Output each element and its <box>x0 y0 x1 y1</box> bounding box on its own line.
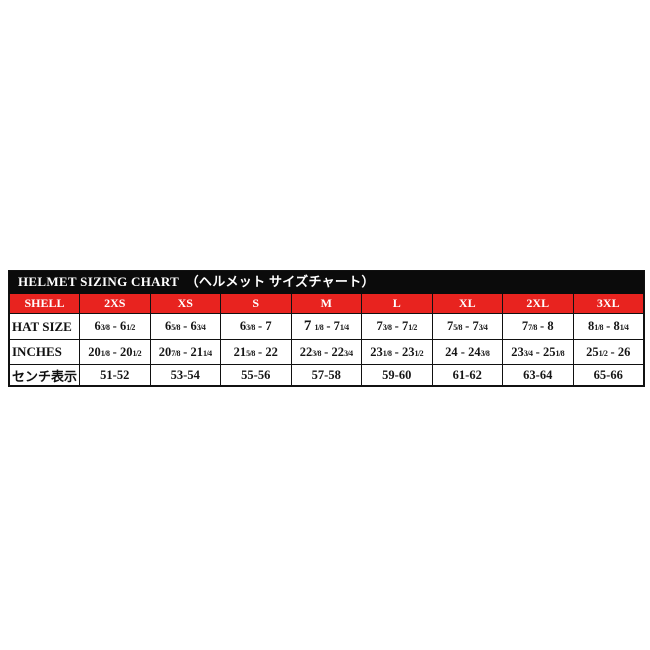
shell-header-row: SHELL 2XS XS S M L XL 2XL 3XL <box>9 292 644 314</box>
table-cell: 7 1/8 - 71/4 <box>290 313 362 340</box>
table-cell: 63/8 - 61/2 <box>79 313 151 340</box>
fraction: 3/8 <box>246 323 255 332</box>
size-header-cell-l: L <box>361 292 433 314</box>
fraction: 1/8 <box>100 348 110 358</box>
table-cell: 63-64 <box>502 364 574 386</box>
table-cell: 65/8 - 63/4 <box>149 313 221 340</box>
table-cell: 24 - 243/8 <box>431 339 503 365</box>
table-row: INCHES 201/8 - 201/2 207/8 - 211/4 215/8 - … <box>9 339 644 365</box>
table-cell: 51-52 <box>79 364 151 386</box>
size-header-cell-m: M <box>290 292 362 314</box>
table-cell: 81/8 - 81/4 <box>572 313 644 340</box>
size-header-cell-3xl: 3XL <box>572 292 644 314</box>
table-cell: 57-58 <box>290 364 362 386</box>
fraction: 1/2 <box>414 348 424 358</box>
table-cell: 223/8 - 223/4 <box>290 339 362 365</box>
table-cell: 59-60 <box>361 364 433 386</box>
fraction: 1/2 <box>126 323 135 332</box>
fraction: 3/8 <box>480 348 490 358</box>
size-header-cell-xl: XL <box>431 292 503 314</box>
fraction: 3/4 <box>478 323 488 332</box>
table-cell: 55-56 <box>220 364 292 386</box>
row-label: センチ表示 <box>9 364 80 386</box>
fraction: 1/4 <box>619 323 629 332</box>
fraction: 7/8 <box>171 348 181 358</box>
table-cell: 207/8 - 211/4 <box>149 339 221 365</box>
size-header-cell-2xl: 2XL <box>502 292 574 314</box>
table-row: センチ表示 51-52 53-54 55-56 57-58 59-60 61-62 63-64… <box>9 364 644 386</box>
table-cell: 75/8 - 73/4 <box>431 313 503 340</box>
table-cell: 215/8 - 22 <box>220 339 292 365</box>
fraction: 1/4 <box>202 348 212 358</box>
table-cell: 63/8 - 7 <box>220 313 292 340</box>
size-header-cell-2xs: 2XS <box>79 292 151 314</box>
fraction: 1/2 <box>408 323 417 332</box>
fraction: 3/8 <box>382 323 392 332</box>
table-cell: 61-62 <box>431 364 503 386</box>
table-cell: 251/2 - 26 <box>572 339 644 365</box>
size-header-cell-xs: XS <box>149 292 221 314</box>
fraction: 1/8 <box>382 348 392 358</box>
fraction: 3/8 <box>100 323 110 332</box>
fraction: 5/8 <box>171 323 181 332</box>
fraction: 5/8 <box>246 348 255 358</box>
table-cell: 233/4 - 251/8 <box>502 339 574 365</box>
row-label: INCHES <box>9 339 80 365</box>
fraction: 3/8 <box>312 348 322 358</box>
fraction: 3/4 <box>343 348 353 358</box>
table-cell: 53-54 <box>149 364 221 386</box>
chart-title: HELMET SIZING CHART （ヘルメット サイズチャート） <box>9 271 644 292</box>
fraction: 1/8 <box>594 323 604 332</box>
fraction: 5/8 <box>453 323 463 332</box>
sizing-table: SHELL 2XS XS S M L XL 2XL 3XL HAT SIZE 63/8 - 61/… <box>9 292 644 386</box>
table-cell: 201/8 - 201/2 <box>79 339 151 365</box>
fraction: 1/4 <box>339 323 349 332</box>
fraction: 1/8 <box>314 323 324 332</box>
row-label: HAT SIZE <box>9 313 80 340</box>
fraction: 7/8 <box>528 323 537 332</box>
fraction: 1/2 <box>132 348 142 358</box>
fraction: 1/2 <box>598 348 608 358</box>
large-digit: 7 <box>303 318 312 334</box>
fraction: 1/8 <box>555 348 565 358</box>
fraction: 3/4 <box>523 348 533 358</box>
table-cell: 231/8 - 231/2 <box>361 339 433 365</box>
size-header-cell-s: S <box>220 292 292 314</box>
helmet-sizing-chart: HELMET SIZING CHART （ヘルメット サイズチャート） SHEL… <box>8 270 645 387</box>
table-cell: 65-66 <box>572 364 644 386</box>
table-cell: 77/8 - 8 <box>502 313 574 340</box>
fraction: 3/4 <box>196 323 206 332</box>
table-cell: 73/8 - 71/2 <box>361 313 433 340</box>
shell-header-cell: SHELL <box>9 292 80 314</box>
